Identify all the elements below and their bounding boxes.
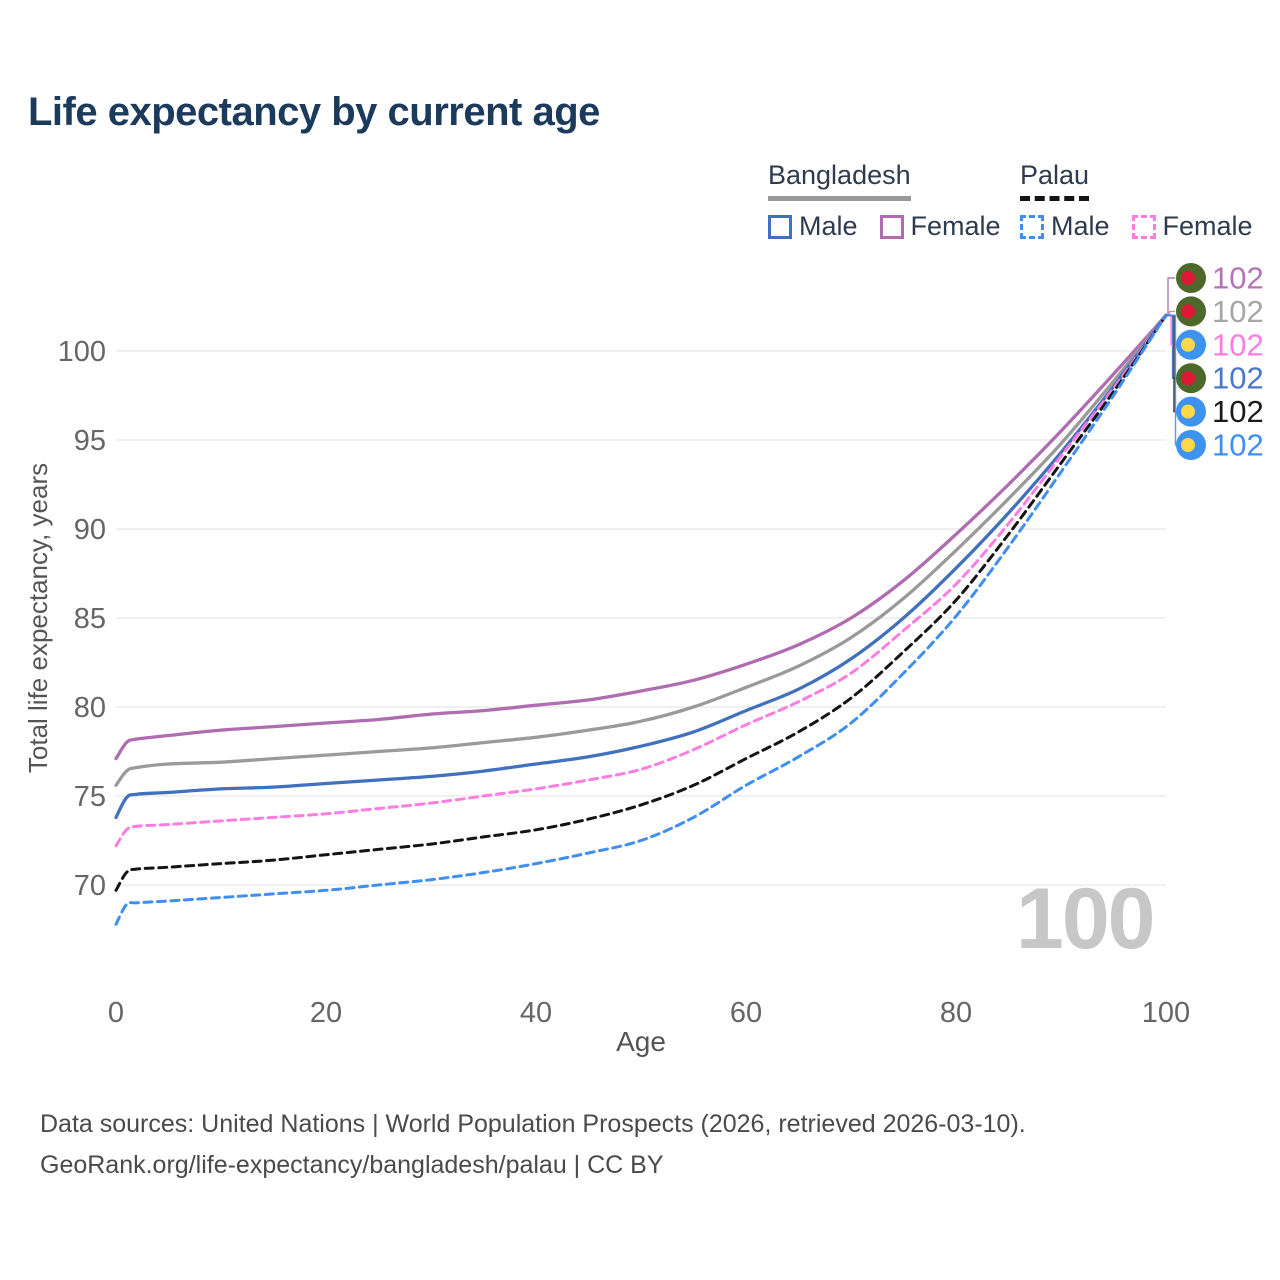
end-value-label: 102 xyxy=(1212,327,1264,362)
legend-group-palau: Palau Male Female xyxy=(1020,160,1253,242)
legend-item-label: Male xyxy=(1051,211,1110,241)
end-label-leader-line xyxy=(1166,277,1175,317)
x-tick-label: 60 xyxy=(730,997,762,1029)
x-axis-title: Age xyxy=(616,1026,666,1057)
y-tick-label: 75 xyxy=(74,781,106,813)
legend-item-label: Male xyxy=(799,211,858,241)
legend-group-title-palau: Palau xyxy=(1020,160,1090,201)
series-line-bangladesh xyxy=(114,313,1168,787)
x-tick-label: 40 xyxy=(520,997,552,1029)
end-value-label: 102 xyxy=(1212,294,1264,329)
series-line-bangladesh-female xyxy=(114,313,1168,761)
palau-flag-dot xyxy=(1181,438,1195,452)
x-tick-label: 20 xyxy=(310,997,342,1029)
y-tick-label: 95 xyxy=(74,425,106,457)
y-tick-label: 85 xyxy=(74,603,106,635)
end-value-label: 102 xyxy=(1212,394,1264,429)
y-tick-label: 70 xyxy=(74,870,106,902)
palau-flag-dot xyxy=(1181,404,1195,419)
y-tick-label: 80 xyxy=(74,692,106,724)
end-value-label: 102 xyxy=(1212,261,1264,296)
line-style-swatch xyxy=(1020,214,1044,239)
line-style-swatch xyxy=(768,214,792,239)
data-sources-line: Data sources: United Nations | World Pop… xyxy=(40,1110,1026,1138)
y-tick-label: 90 xyxy=(74,514,106,546)
series-line-palau-female xyxy=(114,313,1168,848)
palau-flag-dot xyxy=(1181,337,1195,352)
x-tick-label: 0 xyxy=(108,997,124,1029)
bangladesh-flag-dot xyxy=(1181,304,1195,319)
x-tick-label: 80 xyxy=(940,997,972,1029)
legend-item-label: Female xyxy=(1162,211,1253,241)
series-line-palau xyxy=(114,313,1168,892)
chart-title: Life expectancy by current age xyxy=(28,90,600,134)
bangladesh-flag-dot xyxy=(1181,371,1195,386)
line-style-swatch xyxy=(879,214,904,239)
legend-item-palau-male[interactable]: Male xyxy=(1020,211,1110,242)
chart-footer: Data sources: United Nations | World Pop… xyxy=(40,1104,1026,1186)
y-axis-title: Total life expectancy, years xyxy=(23,463,53,773)
legend-item-bangladesh-male[interactable]: Male xyxy=(768,211,858,242)
series-line-bangladesh-male xyxy=(114,313,1168,820)
legend-item-palau-female[interactable]: Female xyxy=(1131,211,1253,242)
attribution-line: GeoRank.org/life-expectancy/bangladesh/p… xyxy=(40,1151,664,1179)
end-value-label: 102 xyxy=(1212,428,1264,463)
legend-item-bangladesh-female[interactable]: Female xyxy=(879,211,1001,242)
end-value-label: 102 xyxy=(1212,361,1264,396)
x-tick-label: 100 xyxy=(1142,997,1190,1029)
legend-group-title-bangladesh: Bangladesh xyxy=(768,160,911,201)
age-watermark: 100 xyxy=(1016,871,1155,967)
y-tick-label: 100 xyxy=(58,336,106,368)
bangladesh-flag-dot xyxy=(1181,271,1195,285)
end-label-leader-line xyxy=(1166,314,1177,446)
legend-item-label: Female xyxy=(910,211,1001,241)
line-style-swatch xyxy=(1131,214,1156,239)
legend-group-bangladesh: Bangladesh Male Female xyxy=(768,160,1001,242)
series-line-palau-male xyxy=(114,313,1168,926)
